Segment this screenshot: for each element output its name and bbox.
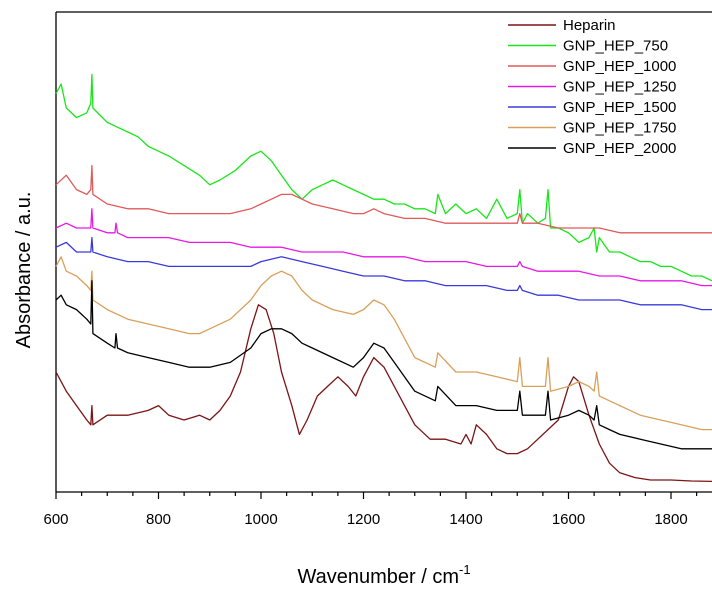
x-axis-title-superscript: -1 xyxy=(459,562,471,577)
legend-item: GNP_HEP_1000 xyxy=(508,58,676,75)
x-tick-label: 1800 xyxy=(654,511,687,528)
plot-area: 600 800 1000 1200 1400 1600 1800 xyxy=(43,11,712,528)
legend-item: GNP_HEP_1750 xyxy=(508,120,676,137)
x-axis-title: Wavenumber / cm-1 xyxy=(297,562,470,588)
legend-label: GNP_HEP_1000 xyxy=(563,58,676,75)
legend-label: GNP_HEP_750 xyxy=(563,38,668,55)
legend: Heparin GNP_HEP_750 GNP_HEP_1000 GNP_HEP_12… xyxy=(508,17,676,157)
series-line-heparin xyxy=(55,304,712,483)
x-tick-label: 1000 xyxy=(244,511,277,528)
x-tick-label: 1400 xyxy=(449,511,482,528)
legend-label: GNP_HEP_2000 xyxy=(563,140,676,157)
legend-item: GNP_HEP_2000 xyxy=(508,140,676,157)
series-line-gnp-hep-2000 xyxy=(55,280,712,450)
x-tick-label: 600 xyxy=(43,511,68,528)
legend-label: GNP_HEP_1500 xyxy=(563,99,676,116)
series-layer xyxy=(55,73,712,483)
series-line-gnp-hep-750 xyxy=(55,73,712,282)
legend-label: GNP_HEP_1750 xyxy=(563,120,676,137)
legend-item: Heparin xyxy=(508,17,616,34)
x-tick-label: 1600 xyxy=(552,511,585,528)
x-axis-title-text: Wavenumber / cm xyxy=(297,566,459,588)
legend-label: GNP_HEP_1250 xyxy=(563,79,676,96)
legend-item: GNP_HEP_750 xyxy=(508,38,668,55)
legend-label: Heparin xyxy=(563,17,616,34)
legend-item: GNP_HEP_1250 xyxy=(508,79,676,96)
series-line-gnp-hep-1250 xyxy=(55,208,712,287)
y-axis-title: Absorbance / a.u. xyxy=(13,192,35,349)
series-line-gnp-hep-1000 xyxy=(55,164,712,234)
series-line-gnp-hep-1750 xyxy=(55,256,712,431)
x-tick-label: 800 xyxy=(146,511,171,528)
x-ticks: 600 800 1000 1200 1400 1600 1800 xyxy=(43,492,698,528)
legend-item: GNP_HEP_1500 xyxy=(508,99,676,116)
series-line-gnp-hep-1500 xyxy=(55,236,712,311)
x-tick-label: 1200 xyxy=(347,511,380,528)
